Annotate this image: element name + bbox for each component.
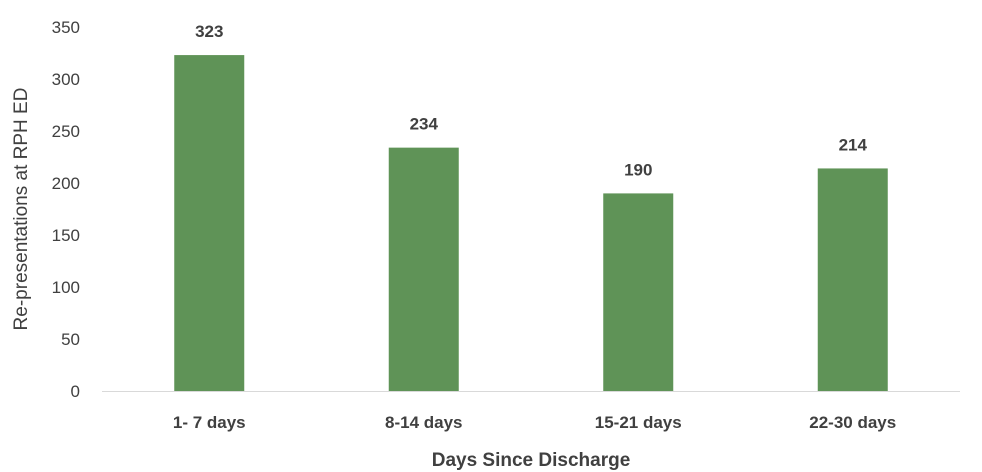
x-category-label: 22-30 days bbox=[809, 413, 896, 432]
y-tick-label: 250 bbox=[52, 122, 80, 141]
y-tick-label: 100 bbox=[52, 278, 80, 297]
data-labels: 323 234 190 214 bbox=[195, 22, 867, 179]
x-category-label: 1- 7 days bbox=[173, 413, 246, 432]
bar bbox=[174, 55, 245, 391]
bar bbox=[817, 168, 888, 391]
y-tick-label: 350 bbox=[52, 18, 80, 37]
x-axis-category-labels: 1- 7 days 8-14 days 15-21 days 22-30 days bbox=[173, 413, 896, 432]
y-axis-title: Re-presentations at RPH ED bbox=[11, 88, 32, 331]
bar bbox=[388, 147, 459, 391]
x-category-label: 15-21 days bbox=[595, 413, 682, 432]
bar-data-label: 323 bbox=[195, 22, 223, 41]
y-axis-ticks: 0 50 100 150 200 250 300 350 bbox=[52, 18, 80, 401]
y-tick-label: 0 bbox=[71, 382, 80, 401]
bars bbox=[174, 55, 888, 391]
y-tick-label: 300 bbox=[52, 70, 80, 89]
y-tick-label: 150 bbox=[52, 226, 80, 245]
bar-data-label: 214 bbox=[839, 135, 868, 154]
y-tick-label: 200 bbox=[52, 174, 80, 193]
bar-data-label: 234 bbox=[410, 115, 439, 134]
x-category-label: 8-14 days bbox=[385, 413, 463, 432]
y-tick-label: 50 bbox=[61, 330, 80, 349]
bar bbox=[603, 193, 674, 391]
x-axis-title: Days Since Discharge bbox=[432, 450, 631, 471]
bar-data-label: 190 bbox=[624, 160, 652, 179]
